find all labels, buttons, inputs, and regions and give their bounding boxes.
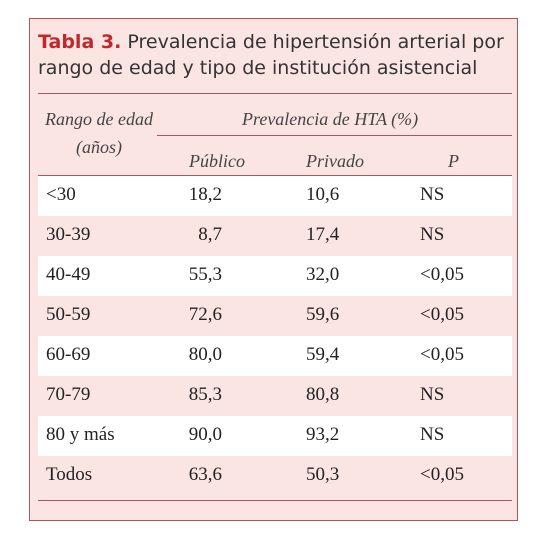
header-prevalence: Prevalencia de HTA (%) — [242, 109, 419, 129]
table-caption: Tabla 3. Prevalencia de hipertensión art… — [38, 29, 508, 81]
table-body: <30 18,2 10,6 NS 30-39 8,7 17,4 NS 40-49… — [38, 176, 512, 496]
table-row: Todos 63,6 50,3 <0,05 — [38, 456, 512, 496]
cell-p: <0,05 — [420, 464, 464, 485]
header-rule — [38, 175, 512, 176]
table-row: 80 y más 90,0 93,2 NS — [38, 416, 512, 456]
cell-public: 63,6 — [188, 464, 222, 485]
cell-private: 10,6 — [306, 184, 340, 205]
cell-age: 50-59 — [46, 304, 91, 325]
cell-public: 90,0 — [188, 424, 222, 445]
bottom-rule — [38, 500, 512, 501]
header-public: Público — [189, 151, 245, 171]
cell-public: 55,3 — [188, 264, 222, 285]
cell-public: 85,3 — [188, 384, 222, 405]
cell-age: 40-49 — [46, 264, 91, 285]
cell-p: NS — [420, 224, 445, 245]
cell-public: 18,2 — [188, 184, 222, 205]
cell-age: 70-79 — [46, 384, 91, 405]
cell-age: Todos — [46, 464, 93, 485]
table-row: 40-49 55,3 32,0 <0,05 — [38, 256, 512, 296]
cell-public: 80,0 — [188, 344, 222, 365]
top-rule — [38, 93, 512, 94]
header-age-line1: Rango de edad — [45, 109, 153, 129]
header-age-line2: (años) — [76, 137, 122, 157]
cell-age: <30 — [46, 184, 76, 205]
cell-p: <0,05 — [420, 304, 464, 325]
cell-p: NS — [420, 384, 445, 405]
cell-public: 8,7 — [198, 224, 222, 245]
header-subrule — [157, 135, 512, 136]
table-title: Prevalencia de hipertensión arterial por… — [38, 31, 504, 79]
cell-p: <0,05 — [420, 264, 464, 285]
table-label: Tabla 3. — [38, 31, 122, 53]
cell-p: NS — [420, 184, 445, 205]
cell-private: 93,2 — [306, 424, 340, 445]
table-row: <30 18,2 10,6 NS — [38, 176, 512, 216]
cell-private: 59,4 — [306, 344, 340, 365]
cell-public: 72,6 — [188, 304, 222, 325]
cell-private: 50,3 — [306, 464, 340, 485]
cell-private: 32,0 — [306, 264, 340, 285]
table-row: 70-79 85,3 80,8 NS — [38, 376, 512, 416]
table-row: 60-69 80,0 59,4 <0,05 — [38, 336, 512, 376]
cell-private: 17,4 — [306, 224, 340, 245]
header-private: Privado — [306, 151, 364, 171]
header-p: P — [448, 151, 459, 171]
cell-private: 80,8 — [306, 384, 340, 405]
cell-age: 60-69 — [46, 344, 91, 365]
table-card: Tabla 3. Prevalencia de hipertensión art… — [29, 18, 518, 521]
table-row: 30-39 8,7 17,4 NS — [38, 216, 512, 256]
cell-p: NS — [420, 424, 445, 445]
cell-private: 59,6 — [306, 304, 340, 325]
cell-age: 30-39 — [46, 224, 91, 245]
cell-p: <0,05 — [420, 344, 464, 365]
table-row: 50-59 72,6 59,6 <0,05 — [38, 296, 512, 336]
cell-age: 80 y más — [46, 424, 115, 445]
